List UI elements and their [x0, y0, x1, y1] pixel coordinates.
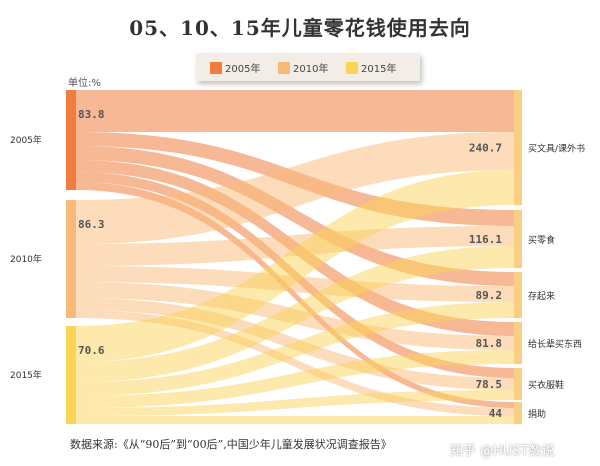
source-label-2010: 2010年: [10, 253, 42, 265]
flow-2015-to-target-2: [76, 246, 514, 382]
flow-2015-to-target-3: [76, 302, 514, 396]
flow-2015-to-target-5: [76, 390, 514, 416]
flow-2005-to-target-1: [76, 90, 514, 132]
legend-item-2015: 2015年: [346, 60, 396, 75]
target-node-2: [514, 210, 522, 268]
legend-label-2010: 2010年: [293, 64, 329, 75]
target-value-5: 78.5: [476, 378, 503, 391]
target-label-1: 买文具/课外书: [528, 143, 585, 155]
chart-title: 05、10、15年儿童零花钱使用去向: [129, 16, 471, 40]
legend-swatch-2015: [346, 61, 358, 74]
flow-2015-to-target-4: [76, 350, 514, 408]
flow-2010-to-target-1: [76, 132, 514, 244]
target-label-4: 给长辈买东西: [528, 338, 582, 350]
legend-item-2005: 2005年: [210, 60, 260, 75]
flow-2010-to-target-2: [76, 226, 514, 266]
target-value-2: 116.1: [469, 233, 502, 246]
target-value-6: 44: [489, 407, 503, 420]
target-label-5: 买衣服鞋: [528, 379, 564, 391]
target-node-5: [514, 368, 522, 400]
flow-2015-to-target-6: [76, 416, 514, 424]
watermark: 知乎 @HUST数说: [450, 444, 555, 459]
legend-label-2015: 2015年: [361, 64, 397, 75]
source-value-2005: 83.8: [78, 108, 105, 121]
legend-swatch-2010: [278, 61, 290, 74]
target-value-3: 89.2: [476, 289, 503, 302]
source-value-2010: 86.3: [78, 218, 105, 231]
unit-label: 单位:%: [68, 78, 101, 89]
source-note: 数据来源:《从“90后”到“00后”,中国少年儿童发展状况调查报告》: [70, 438, 392, 451]
flow-2005-to-target-3: [76, 146, 514, 286]
target-value-4: 81.8: [476, 337, 503, 350]
source-label-2015: 2015年: [10, 369, 42, 381]
legend-label-2005: 2005年: [225, 64, 261, 75]
legend: 2005年 2010年 2015年: [196, 53, 420, 81]
flow-2010-to-target-3: [76, 266, 514, 302]
flow-2010-to-target-6: [76, 310, 514, 416]
target-node-6: [514, 402, 522, 424]
target-node-4: [514, 322, 522, 364]
flow-2005-to-target-6: [76, 182, 514, 408]
target-label-3: 存起来: [528, 290, 555, 302]
target-node-3: [514, 272, 522, 318]
target-label-2: 买零食: [528, 234, 555, 246]
target-value-1: 240.7: [469, 142, 502, 155]
legend-item-2010: 2010年: [278, 60, 328, 75]
source-node-2015: [66, 326, 76, 424]
source-value-2015: 70.6: [78, 344, 105, 357]
source-label-2005: 2005年: [10, 134, 42, 146]
target-node-1: [514, 90, 522, 205]
target-label-6: 捐助: [528, 408, 546, 420]
flow-2015-to-target-1: [76, 170, 514, 362]
legend-swatch-2005: [210, 61, 222, 74]
source-node-2010: [66, 200, 76, 318]
source-node-2005: [66, 90, 76, 190]
